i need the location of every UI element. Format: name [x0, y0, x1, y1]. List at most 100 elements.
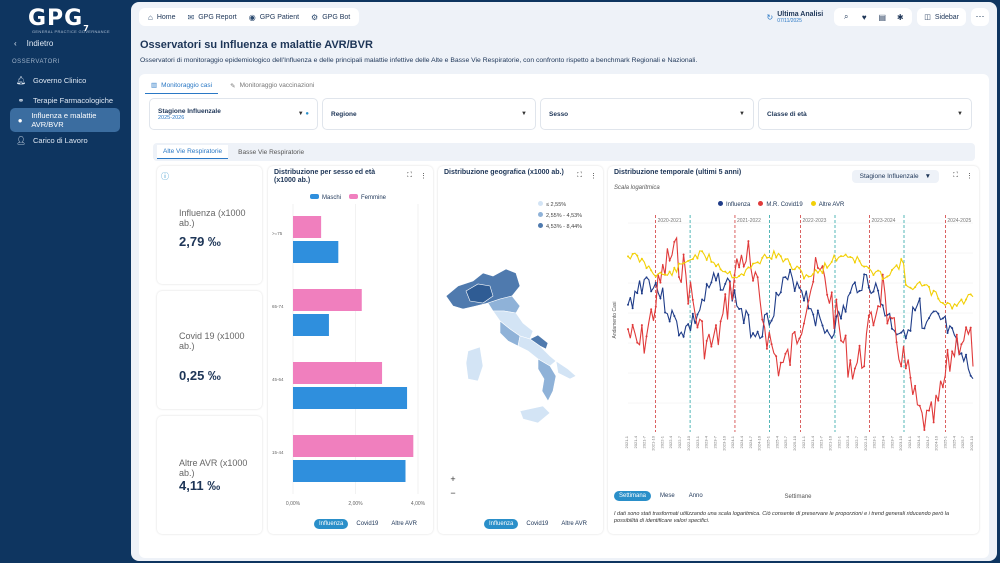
series-point — [654, 281, 657, 284]
series-point — [826, 329, 829, 332]
more-icon[interactable]: ⋮ — [590, 173, 597, 180]
series-point — [877, 269, 880, 272]
expand-icon[interactable]: ⛶ — [953, 172, 958, 179]
series-point — [705, 339, 708, 342]
pill-settimana[interactable]: Settimana — [614, 491, 652, 501]
expand-icon[interactable]: ⛶ — [577, 172, 582, 179]
info-icon: ⓘ — [161, 172, 169, 181]
sidebar-item-influenza[interactable]: ● Influenza e malattie AVR/BVR — [10, 108, 120, 132]
book-icon[interactable]: ▤ — [878, 12, 887, 22]
age-select[interactable]: Classe di età ▼ — [758, 98, 972, 130]
series-point — [798, 286, 801, 289]
legend-influenza: Influenza — [718, 201, 750, 208]
x-tick-label: 2021-4 — [810, 435, 815, 448]
sidebar-item-terapie[interactable]: ⚭ Terapie Farmacologiche — [17, 96, 114, 105]
heart-icon[interactable]: ♥ — [861, 12, 867, 22]
sidebar-item-governo-clinico[interactable]: 🔔︎ Governo Clinico — [16, 76, 87, 85]
tab-monitoraggio-vaccinazioni[interactable]: ✎ Monitoraggio vaccinazioni — [230, 82, 315, 90]
series-point — [802, 277, 805, 280]
nav-gpg-bot[interactable]: ⚙ GPG Bot — [311, 12, 351, 22]
more-icon[interactable]: ⋮ — [420, 173, 427, 180]
series-point — [937, 399, 940, 402]
series-point — [812, 313, 815, 316]
search-icon[interactable]: ⌕ — [843, 12, 849, 21]
zoom-controls: + − — [446, 472, 460, 500]
series-point — [816, 309, 819, 312]
series-point — [909, 376, 912, 379]
x-tick-label: 2025-10 — [969, 435, 974, 450]
pill-altre-avr[interactable]: Altre AVR — [391, 521, 417, 527]
x-tick-label: 2023-7 — [889, 435, 894, 448]
series-point — [728, 281, 731, 284]
series-point — [650, 308, 653, 311]
season-select[interactable]: Stagione Influenzale 2025-2026 ▼ ● — [149, 98, 318, 130]
series-point — [812, 280, 815, 283]
page-title: Osservatori su Influenza e malattie AVR/… — [140, 39, 373, 51]
series-point — [895, 341, 898, 344]
nav-gpg-report[interactable]: ✉ GPG Report — [187, 12, 237, 22]
expand-icon[interactable]: ⛶ — [407, 172, 412, 179]
series-point — [928, 317, 931, 320]
series-point — [951, 327, 954, 330]
pill-anno[interactable]: Anno — [688, 493, 703, 499]
series-point — [659, 297, 662, 300]
series-point — [904, 367, 907, 370]
series-point — [798, 267, 801, 270]
series-point — [872, 273, 875, 276]
season-granularity-select[interactable]: Stagione Influenzale ▼ — [851, 170, 939, 183]
bar-maschi — [293, 387, 408, 409]
sidebar-item-carico[interactable]: 👤︎ Carico di Lavoro — [16, 136, 88, 145]
pill-covid19[interactable]: Covid19 — [356, 521, 379, 527]
series-point — [687, 323, 690, 326]
mail-icon: ✉ — [187, 12, 195, 22]
series-point — [673, 314, 676, 317]
zoom-out-button[interactable]: − — [450, 488, 456, 498]
tab-alte-vie[interactable]: Alte Vie Respiratorie — [157, 145, 229, 159]
series-point — [705, 258, 708, 261]
series-point — [900, 365, 903, 368]
series-point — [960, 352, 963, 355]
series-point — [761, 335, 764, 338]
nav-home[interactable]: ⌂ Home — [148, 12, 176, 22]
tab-monitoraggio-casi[interactable]: ▥ Monitoraggio casi — [145, 77, 219, 94]
x-tick-label: 2021-7 — [819, 435, 824, 448]
pill-mese[interactable]: Mese — [660, 493, 675, 499]
sidebar-icon: ◫ — [924, 14, 931, 21]
user-icon: 👤︎ — [16, 136, 27, 145]
series-point — [650, 290, 653, 293]
back-button[interactable]: ‹ Indietro — [14, 39, 54, 48]
series-point — [728, 270, 731, 273]
more-icon[interactable]: ⋮ — [966, 173, 973, 180]
zoom-in-button[interactable]: + — [450, 474, 456, 484]
gear-icon[interactable]: ✱ — [896, 12, 904, 22]
series-point — [793, 331, 796, 334]
pill-influenza[interactable]: Influenza — [314, 519, 349, 529]
x-tick-label: 2025-7 — [960, 435, 965, 448]
series-line-covid — [627, 236, 974, 431]
series-point — [867, 267, 870, 270]
pill-covid19[interactable]: Covid19 — [526, 521, 549, 527]
tab-basse-vie[interactable]: Basse Vie Respiratorie — [238, 148, 305, 156]
more-menu-button[interactable]: ⋯ — [971, 8, 989, 26]
series-point — [849, 255, 852, 258]
nav-gpg-patient[interactable]: ◉ GPG Patient — [248, 12, 300, 22]
series-point — [710, 260, 713, 263]
series-point — [631, 323, 634, 326]
sidebar-toggle-button[interactable]: ◫ Sidebar — [917, 8, 966, 26]
series-point — [650, 269, 653, 272]
series-point — [747, 266, 750, 269]
geo-title: Distribuzione geografica (x1000 ab.) — [444, 169, 564, 176]
series-point — [738, 307, 741, 310]
x-tick-label: 2025-7 — [783, 435, 788, 448]
pill-influenza[interactable]: Influenza — [484, 519, 519, 529]
page-description: Osservatori di monitoraggio epidemiologi… — [140, 57, 698, 64]
series-point — [946, 331, 949, 334]
series-point — [853, 261, 856, 264]
series-point — [701, 298, 704, 301]
sexage-chart: 0,00% 2,00% 4,00% >=75 65-74 45-64 15-44 — [272, 204, 426, 507]
series-point — [807, 275, 810, 278]
pill-altre-avr[interactable]: Altre AVR — [561, 521, 587, 527]
region-select[interactable]: Regione ▼ — [322, 98, 536, 130]
bar-femmine — [293, 216, 322, 238]
sex-select[interactable]: Sesso ▼ — [540, 98, 754, 130]
